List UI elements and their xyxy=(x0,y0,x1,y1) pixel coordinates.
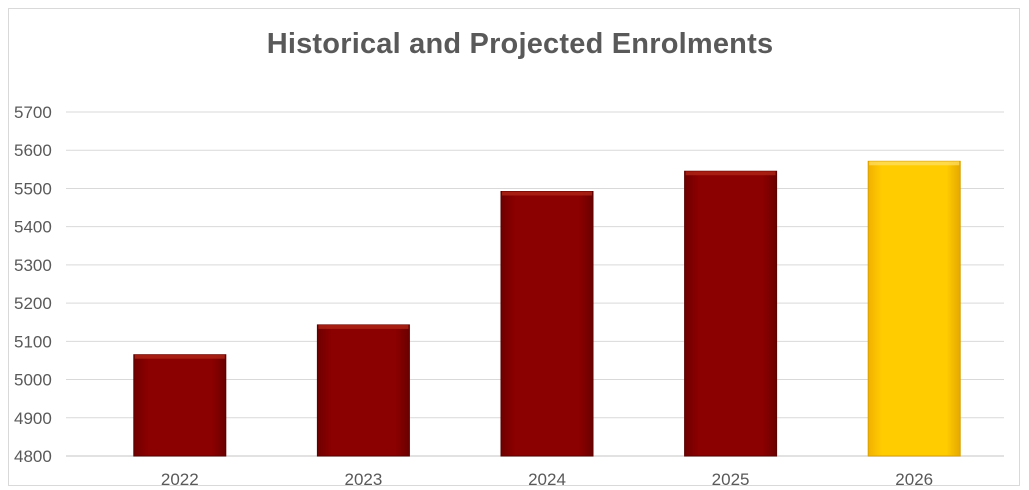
y-tick-label: 5700 xyxy=(14,103,52,122)
bar-top-highlight xyxy=(502,191,592,196)
y-tick-label: 5600 xyxy=(14,141,52,160)
x-tick-label: 2025 xyxy=(712,470,750,489)
x-tick-label: 2022 xyxy=(161,470,199,489)
y-tick-label: 4800 xyxy=(14,447,52,466)
y-tick-label: 5000 xyxy=(14,371,52,390)
y-tick-label: 5500 xyxy=(14,179,52,198)
y-tick-label: 5200 xyxy=(14,294,52,313)
y-tick-label: 4900 xyxy=(14,409,52,428)
bar-top-highlight xyxy=(318,324,409,329)
bar-2023 xyxy=(316,324,410,457)
x-tick-label: 2026 xyxy=(895,470,933,489)
y-tick-label: 5300 xyxy=(14,256,52,275)
bar-2025 xyxy=(684,170,778,457)
bar-2022 xyxy=(133,354,227,457)
x-tick-label: 2024 xyxy=(528,470,566,489)
bars xyxy=(133,160,961,457)
x-tick-label: 2023 xyxy=(344,470,382,489)
y-tick-label: 5100 xyxy=(14,332,52,351)
x-axis-ticks: 2022 2023 2024 2025 2026 xyxy=(161,470,933,489)
bar-top-highlight xyxy=(134,354,225,359)
y-tick-label: 5400 xyxy=(14,218,52,237)
bar-top-highlight xyxy=(685,171,776,176)
y-axis-ticks: 4800 4900 5000 5100 5200 5300 5400 5500 5600 5700 xyxy=(14,103,52,466)
bar-2024 xyxy=(500,191,594,457)
chart-title: Historical and Projected Enrolments xyxy=(266,28,774,60)
bar-2026 xyxy=(867,160,961,457)
bar-top-highlight xyxy=(869,161,960,166)
